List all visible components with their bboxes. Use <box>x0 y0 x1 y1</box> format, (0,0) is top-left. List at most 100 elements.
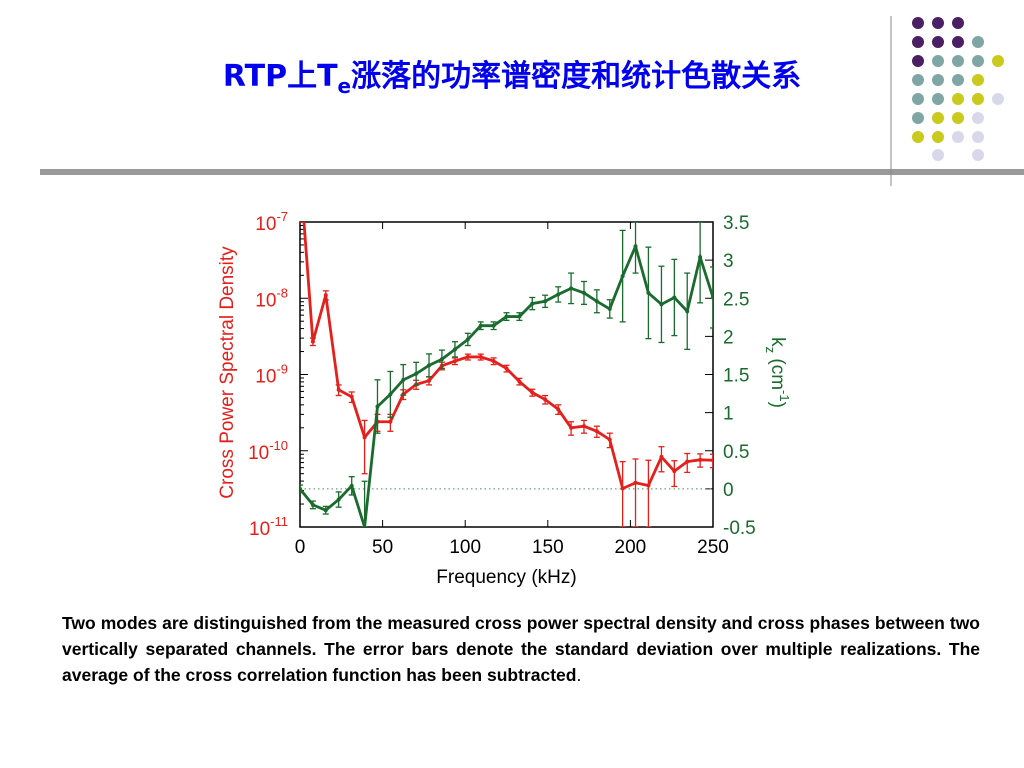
x-axis-label: Frequency (kHz) <box>436 567 576 588</box>
data-point <box>478 323 483 328</box>
y-tick-base: 10 <box>248 443 269 464</box>
data-point <box>620 486 625 491</box>
title-part: RTP上T <box>223 59 338 94</box>
data-point <box>685 309 690 314</box>
title-part: 涨落的功率谱密度和统计色散关系 <box>351 59 801 94</box>
data-point <box>569 425 574 430</box>
data-point <box>427 363 432 368</box>
data-point <box>427 378 432 383</box>
x-tick-label: 50 <box>372 537 393 558</box>
caption-text: Two modes are distinguished from the mea… <box>62 613 980 685</box>
y2-tick-label: 3 <box>723 251 734 272</box>
data-point <box>298 167 302 171</box>
data-point <box>336 497 341 502</box>
data-point <box>543 397 548 402</box>
data-point <box>556 292 561 297</box>
error-bar <box>710 266 713 329</box>
data-point <box>439 357 444 362</box>
y-axis-label: Cross Power Spectral Density <box>217 246 238 499</box>
y2-label-exponent: -1 <box>777 390 792 402</box>
data-point <box>388 419 393 424</box>
data-point <box>711 295 713 300</box>
data-point <box>530 390 535 395</box>
error-bar <box>361 419 368 475</box>
data-point <box>465 337 470 342</box>
data-point <box>543 299 548 304</box>
data-point <box>672 295 677 300</box>
y2-tick-label: 2.5 <box>723 289 749 310</box>
y2-tick-label: -0.5 <box>723 518 756 539</box>
error-bar <box>632 458 639 527</box>
y-tick-exponent: -8 <box>276 285 288 300</box>
data-point <box>633 244 638 249</box>
data-point <box>478 354 483 359</box>
data-point <box>349 483 354 488</box>
data-point <box>607 306 612 311</box>
data-point <box>300 486 302 491</box>
caption: Two modes are distinguished from the mea… <box>62 610 980 688</box>
y2-tick-label: 0.5 <box>723 442 749 463</box>
data-point <box>620 274 625 279</box>
y2-label-subscript: z <box>763 347 778 354</box>
x-tick-label: 200 <box>615 537 647 558</box>
y-tick-label: 10-7 <box>255 209 288 235</box>
caption-period: . <box>576 665 582 685</box>
y-tick-label: 10-8 <box>255 285 288 311</box>
data-point <box>569 286 574 291</box>
data-point <box>401 377 406 382</box>
y-tick-base: 10 <box>255 214 276 235</box>
error-bar <box>645 459 652 527</box>
y-tick-base: 10 <box>255 290 276 311</box>
y2-tick-label: 2 <box>723 327 734 348</box>
data-point <box>465 354 470 359</box>
x-tick-label: 0 <box>295 537 306 558</box>
y-tick-exponent: -10 <box>269 438 288 453</box>
y-tick-exponent: -9 <box>276 362 288 377</box>
header-rule <box>40 169 1024 175</box>
data-point <box>711 458 713 463</box>
data-point <box>517 314 522 319</box>
data-point <box>452 347 457 352</box>
data-point <box>646 483 651 488</box>
data-point <box>646 290 651 295</box>
data-point <box>698 457 703 462</box>
error-bar <box>619 460 626 527</box>
series-line <box>300 242 713 527</box>
data-point <box>491 323 496 328</box>
data-point <box>504 366 509 371</box>
data-point <box>685 459 690 464</box>
x-tick-label: 250 <box>697 537 729 558</box>
data-point <box>581 424 586 429</box>
x-tick-label: 150 <box>532 537 564 558</box>
data-point <box>491 359 496 364</box>
y-tick-exponent: -7 <box>276 209 288 224</box>
data-point <box>659 454 664 459</box>
data-point <box>310 502 315 507</box>
error-bar <box>671 460 678 488</box>
title-subscript: e <box>338 74 352 98</box>
y2-label-part: k <box>767 337 788 347</box>
y2-axis-label: kz (cm-1) <box>763 337 792 408</box>
data-point <box>310 339 315 344</box>
data-point <box>672 469 677 474</box>
data-point <box>607 437 612 442</box>
error-bar <box>710 453 713 469</box>
data-point <box>633 480 638 485</box>
data-point <box>530 301 535 306</box>
data-point <box>323 293 328 298</box>
y-tick-label: 10-10 <box>248 438 288 464</box>
y-tick-base: 10 <box>249 519 270 540</box>
data-point <box>452 359 457 364</box>
data-point <box>556 407 561 412</box>
data-point <box>336 387 341 392</box>
data-point <box>349 394 354 399</box>
y2-tick-label: 0 <box>723 480 734 501</box>
plot-area <box>298 167 713 527</box>
y-tick-label: 10-9 <box>255 362 288 388</box>
slide-title: RTP上Te涨落的功率谱密度和统计色散关系 <box>223 59 801 98</box>
data-point <box>659 302 664 307</box>
data-point <box>323 508 328 513</box>
y2-label-part: (cm <box>767 353 788 390</box>
